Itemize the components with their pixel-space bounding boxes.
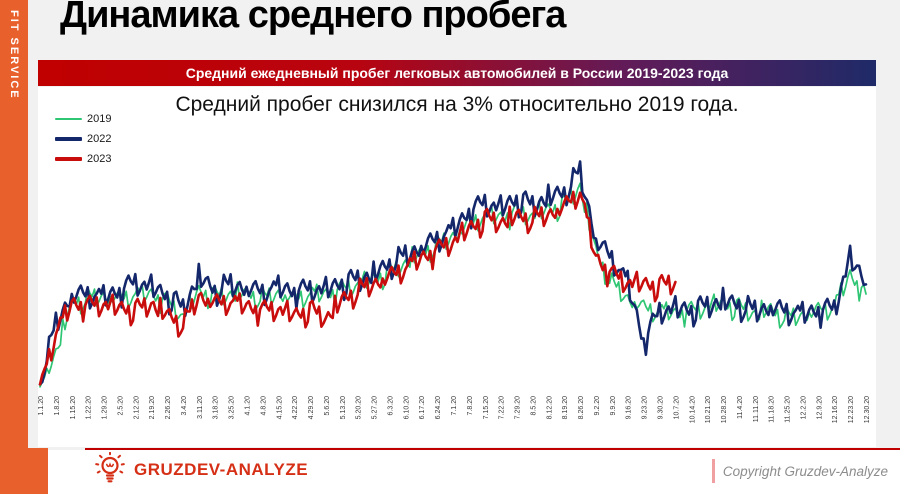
legend-swatch-2019 bbox=[55, 118, 82, 120]
copyright-text: Copyright Gruzdev-Analyze bbox=[722, 463, 888, 479]
lightbulb-icon bbox=[95, 452, 125, 483]
legend-label-2022: 2022 bbox=[87, 133, 112, 145]
legend-item-2019: 2019 bbox=[55, 109, 111, 129]
footer-divider bbox=[85, 448, 900, 450]
chart-subtitle: Средний пробег снизился на 3% относитель… bbox=[175, 93, 739, 116]
copyright-divider bbox=[711, 459, 715, 483]
legend-swatch-2023 bbox=[55, 157, 82, 161]
chart-card bbox=[38, 87, 876, 447]
page-title: Динамика среднего пробега bbox=[60, 0, 566, 36]
copyright: Copyright Gruzdev-Analyze bbox=[711, 459, 888, 483]
brand-vertical-text: FIT SERVICE bbox=[8, 10, 20, 100]
chart-title-text: Средний ежедневный пробег легковых автом… bbox=[185, 65, 729, 81]
legend-swatch-2022 bbox=[55, 137, 82, 141]
legend-label-2019: 2019 bbox=[87, 113, 112, 125]
footer-background bbox=[48, 450, 900, 494]
chart-title-banner: Средний ежедневный пробег легковых автом… bbox=[38, 60, 876, 86]
footer-logo: GRUZDEV-ANALYZE bbox=[92, 452, 308, 488]
chart-legend: 2019 2022 2023 bbox=[55, 109, 111, 169]
brand-sidebar: FIT SERVICE bbox=[0, 0, 28, 494]
legend-item-2022: 2022 bbox=[55, 129, 111, 149]
footer-logo-text: GRUZDEV-ANALYZE bbox=[134, 460, 309, 479]
legend-label-2023: 2023 bbox=[87, 153, 112, 165]
legend-item-2023: 2023 bbox=[55, 149, 111, 169]
corner-accent-square bbox=[0, 448, 48, 494]
